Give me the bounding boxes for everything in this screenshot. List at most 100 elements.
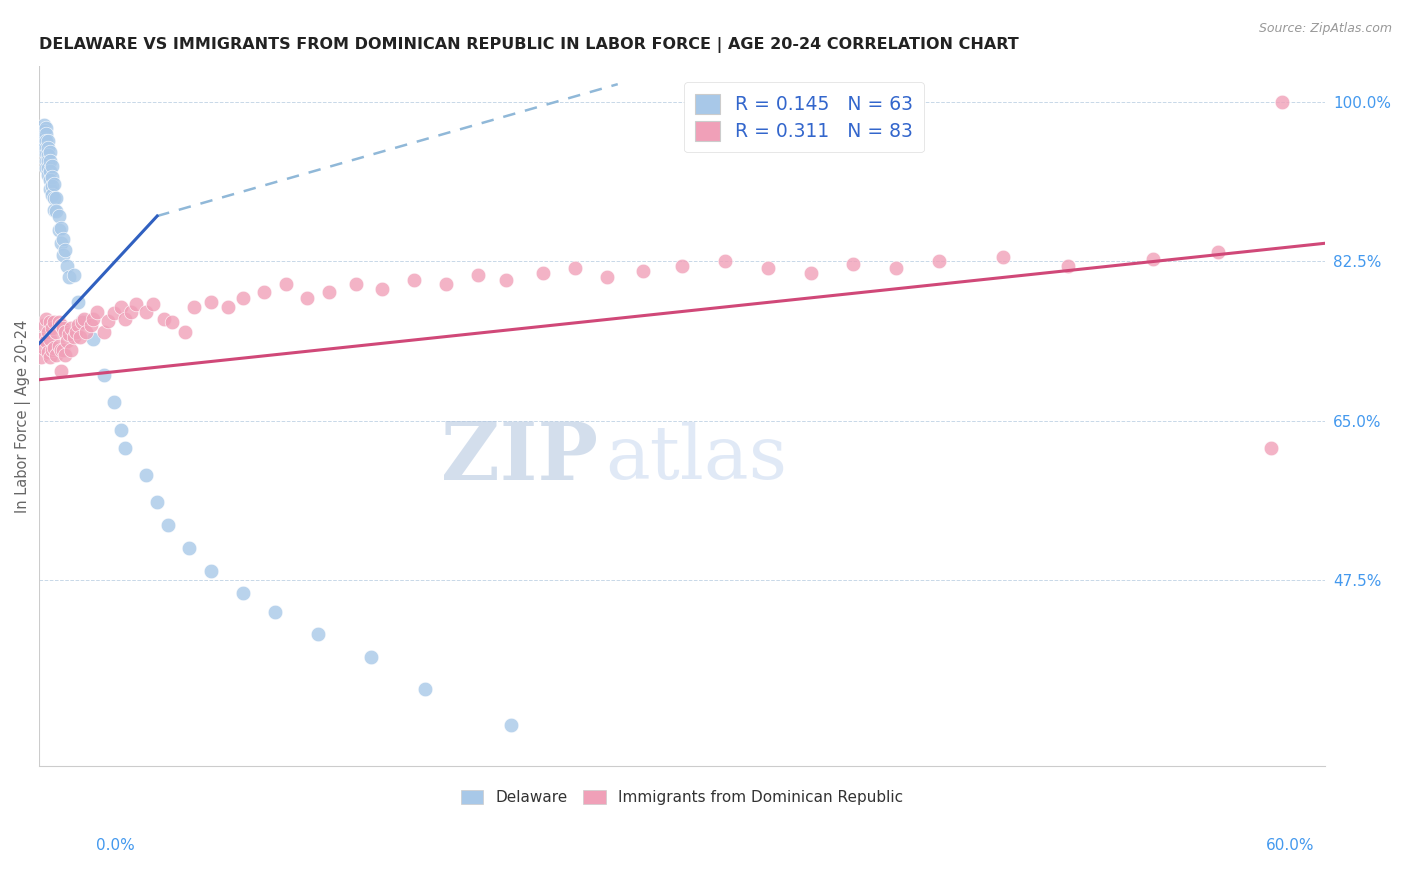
Point bbox=[82, 311, 104, 326]
Point bbox=[69, 330, 91, 344]
Point bbox=[53, 243, 76, 257]
Point bbox=[232, 586, 254, 600]
Point bbox=[179, 541, 201, 555]
Point bbox=[60, 343, 83, 357]
Point bbox=[200, 564, 222, 578]
Point bbox=[671, 259, 693, 273]
Point bbox=[120, 304, 142, 318]
Point bbox=[110, 300, 132, 314]
Point bbox=[44, 341, 66, 355]
Point bbox=[60, 321, 83, 335]
Y-axis label: In Labor Force | Age 20-24: In Labor Force | Age 20-24 bbox=[15, 319, 31, 513]
Point bbox=[217, 300, 239, 314]
Point bbox=[1142, 252, 1164, 266]
Point bbox=[62, 330, 84, 344]
Point bbox=[39, 315, 62, 329]
Point bbox=[52, 232, 75, 246]
Point bbox=[30, 332, 52, 346]
Point bbox=[49, 343, 72, 357]
Point bbox=[86, 304, 108, 318]
Point bbox=[467, 268, 489, 282]
Point bbox=[39, 145, 62, 160]
Point bbox=[37, 134, 59, 148]
Point bbox=[49, 363, 72, 377]
Point bbox=[41, 169, 63, 184]
Point bbox=[110, 423, 132, 437]
Point bbox=[596, 269, 619, 284]
Point bbox=[32, 136, 55, 151]
Point bbox=[37, 141, 59, 155]
Point bbox=[49, 318, 72, 333]
Point bbox=[53, 348, 76, 362]
Point bbox=[66, 295, 89, 310]
Point bbox=[39, 154, 62, 169]
Point bbox=[714, 254, 737, 268]
Point bbox=[48, 315, 70, 329]
Point bbox=[52, 343, 75, 357]
Point bbox=[39, 332, 62, 346]
Point bbox=[253, 285, 276, 299]
Point bbox=[35, 127, 58, 141]
Point bbox=[35, 311, 58, 326]
Point bbox=[114, 441, 136, 455]
Text: 60.0%: 60.0% bbox=[1267, 838, 1315, 853]
Point bbox=[360, 650, 382, 665]
Point bbox=[152, 311, 174, 326]
Point bbox=[564, 260, 586, 275]
Point bbox=[264, 605, 287, 619]
Point bbox=[30, 127, 52, 141]
Point bbox=[45, 348, 67, 362]
Point bbox=[80, 318, 103, 333]
Point bbox=[35, 120, 58, 135]
Legend: Delaware, Immigrants from Dominican Republic: Delaware, Immigrants from Dominican Repu… bbox=[454, 784, 910, 811]
Point bbox=[35, 334, 58, 348]
Point bbox=[52, 321, 75, 335]
Point bbox=[495, 273, 517, 287]
Point bbox=[135, 468, 157, 483]
Point bbox=[114, 311, 136, 326]
Point bbox=[434, 277, 457, 292]
Point bbox=[39, 172, 62, 186]
Point bbox=[174, 325, 197, 339]
Point bbox=[30, 132, 52, 146]
Point bbox=[93, 368, 115, 383]
Point bbox=[499, 718, 522, 732]
Point bbox=[295, 291, 318, 305]
Point bbox=[48, 209, 70, 223]
Point bbox=[37, 325, 59, 339]
Point bbox=[1206, 245, 1229, 260]
Point bbox=[35, 161, 58, 175]
Point bbox=[97, 313, 120, 327]
Point bbox=[75, 325, 97, 339]
Point bbox=[41, 343, 63, 357]
Point bbox=[799, 266, 821, 280]
Point bbox=[48, 222, 70, 236]
Point bbox=[45, 191, 67, 205]
Point bbox=[32, 318, 55, 333]
Point bbox=[70, 315, 93, 329]
Point bbox=[37, 345, 59, 359]
Point bbox=[32, 341, 55, 355]
Text: DELAWARE VS IMMIGRANTS FROM DOMINICAN REPUBLIC IN LABOR FORCE | AGE 20-24 CORREL: DELAWARE VS IMMIGRANTS FROM DOMINICAN RE… bbox=[39, 37, 1019, 54]
Point bbox=[35, 147, 58, 161]
Point bbox=[49, 220, 72, 235]
Point bbox=[160, 315, 183, 329]
Point bbox=[49, 236, 72, 251]
Point bbox=[70, 313, 93, 327]
Point bbox=[44, 177, 66, 191]
Point bbox=[39, 182, 62, 196]
Point bbox=[928, 254, 950, 268]
Point bbox=[56, 334, 79, 348]
Point bbox=[45, 204, 67, 219]
Point bbox=[125, 297, 148, 311]
Point bbox=[32, 124, 55, 138]
Point bbox=[35, 134, 58, 148]
Point bbox=[44, 202, 66, 217]
Point bbox=[884, 260, 907, 275]
Point bbox=[413, 681, 436, 696]
Point bbox=[531, 266, 554, 280]
Point bbox=[156, 518, 179, 533]
Point bbox=[37, 161, 59, 175]
Point bbox=[44, 191, 66, 205]
Point bbox=[756, 260, 779, 275]
